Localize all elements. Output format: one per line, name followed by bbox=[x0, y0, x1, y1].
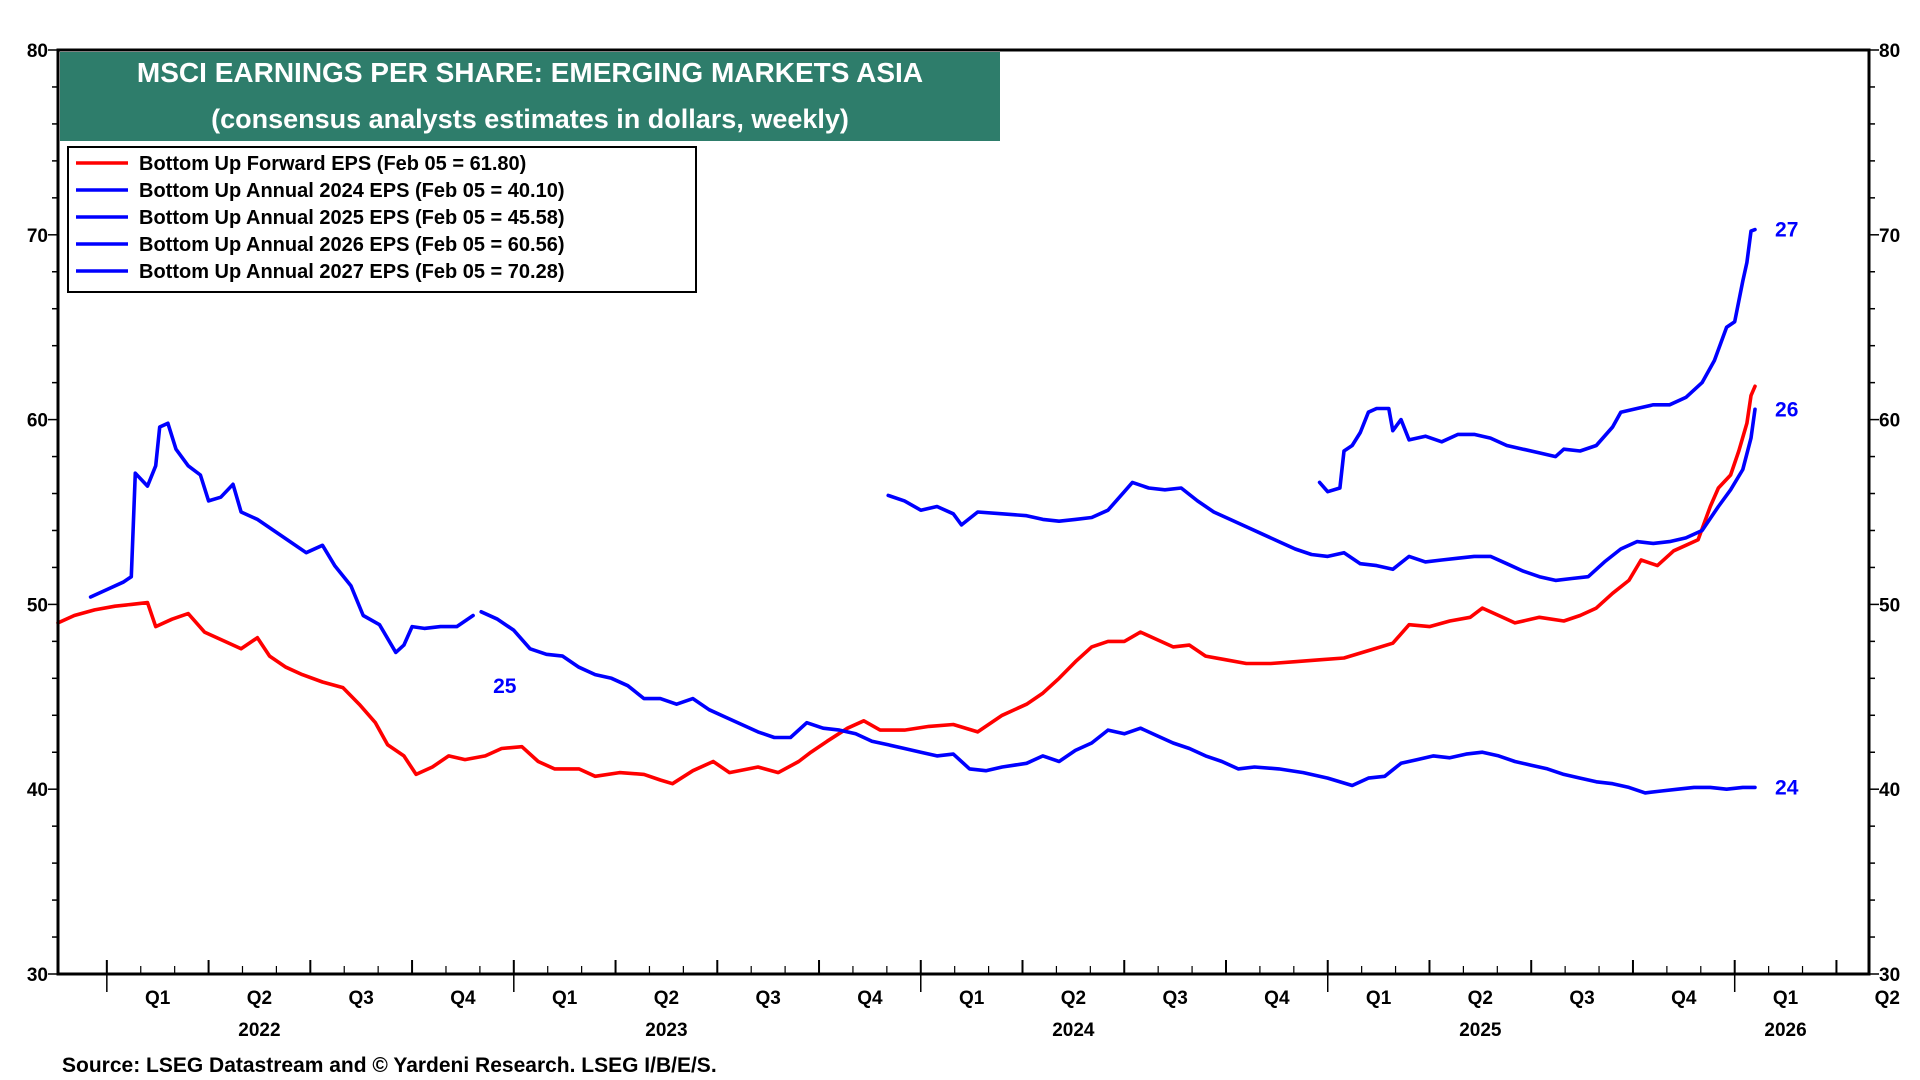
chart-title: MSCI EARNINGS PER SHARE: EMERGING MARKET… bbox=[137, 57, 923, 88]
legend: Bottom Up Forward EPS (Feb 05 = 61.80) Bo… bbox=[67, 146, 697, 293]
x-quarter-label: Q4 bbox=[1264, 988, 1290, 1009]
y-tick-label-left: 50 bbox=[27, 595, 48, 616]
source-note: Source: LSEG Datastream and © Yardeni Re… bbox=[62, 1054, 717, 1077]
series-line-2 bbox=[479, 609, 1757, 795]
x-year-label: 2022 bbox=[238, 1020, 280, 1041]
title-box: MSCI EARNINGS PER SHARE: EMERGING MARKET… bbox=[60, 52, 1000, 141]
x-quarter-label: Q1 bbox=[145, 988, 171, 1009]
plot-frame bbox=[56, 48, 1871, 976]
legend-box bbox=[67, 146, 697, 293]
y-tick-label-right: 30 bbox=[1879, 965, 1900, 986]
x-quarter-label: Q4 bbox=[857, 988, 883, 1009]
x-year-label: 2023 bbox=[645, 1020, 687, 1041]
y-tick-label-right: 70 bbox=[1879, 226, 1900, 247]
x-year-label: 2024 bbox=[1052, 1020, 1095, 1041]
title-background bbox=[60, 52, 1000, 141]
x-quarter-label: Q3 bbox=[1162, 988, 1187, 1009]
series-end-label: 25 bbox=[493, 675, 517, 698]
y-tick-label-left: 80 bbox=[27, 41, 48, 62]
legend-label: Bottom Up Annual 2024 EPS (Feb 05 = 40.1… bbox=[139, 180, 565, 202]
legend-label: Bottom Up Annual 2025 EPS (Feb 05 = 45.5… bbox=[139, 207, 565, 229]
x-quarter-label: Q2 bbox=[1468, 988, 1493, 1009]
x-quarter-label: Q3 bbox=[755, 988, 780, 1009]
series-line-5 bbox=[88, 421, 475, 655]
y-tick-label-right: 40 bbox=[1879, 780, 1900, 801]
x-quarter-label: Q1 bbox=[1366, 988, 1392, 1009]
ticks-layer: 30 30 40 40 50 50 60 60 70 70 80 80 Q1 Q2 Q3 Q4 Q1 Q2 Q3 Q4… bbox=[27, 41, 1900, 1041]
x-quarter-label: Q1 bbox=[1773, 988, 1799, 1009]
series-end-label: 24 bbox=[1775, 776, 1799, 799]
legend-label: Bottom Up Forward EPS (Feb 05 = 61.80) bbox=[139, 153, 526, 175]
series-layer: 24 26 27 25 bbox=[56, 219, 1799, 799]
y-tick-label-left: 40 bbox=[27, 780, 48, 801]
chart-subtitle: (consensus analysts estimates in dollars… bbox=[211, 104, 849, 134]
x-quarter-label: Q3 bbox=[1569, 988, 1594, 1009]
series-line-1 bbox=[56, 384, 1757, 786]
x-quarter-label: Q4 bbox=[450, 988, 476, 1009]
y-tick-label-right: 80 bbox=[1879, 41, 1900, 62]
y-tick-label-left: 60 bbox=[27, 411, 48, 432]
series-line-4 bbox=[1317, 227, 1757, 494]
x-quarter-label: Q2 bbox=[1061, 988, 1086, 1009]
y-tick-label-right: 50 bbox=[1879, 595, 1900, 616]
series-end-label: 26 bbox=[1775, 398, 1798, 421]
x-quarter-label: Q1 bbox=[959, 988, 985, 1009]
x-quarter-label: Q3 bbox=[349, 988, 374, 1009]
y-tick-label-left: 30 bbox=[27, 965, 48, 986]
x-quarter-label: Q2 bbox=[654, 988, 679, 1009]
x-year-label: 2026 bbox=[1764, 1020, 1806, 1041]
x-quarter-label: Q2 bbox=[1875, 988, 1900, 1009]
y-tick-label-left: 70 bbox=[27, 226, 48, 247]
legend-items: Bottom Up Forward EPS (Feb 05 = 61.80) Bo… bbox=[76, 153, 565, 283]
legend-label: Bottom Up Annual 2027 EPS (Feb 05 = 70.2… bbox=[139, 261, 565, 283]
y-tick-label-right: 60 bbox=[1879, 411, 1900, 432]
x-quarter-label: Q2 bbox=[247, 988, 272, 1009]
x-quarter-label: Q4 bbox=[1671, 988, 1697, 1009]
legend-label: Bottom Up Annual 2026 EPS (Feb 05 = 60.5… bbox=[139, 234, 565, 256]
series-line-3 bbox=[886, 407, 1757, 583]
x-quarter-label: Q1 bbox=[552, 988, 578, 1009]
x-year-label: 2025 bbox=[1459, 1020, 1502, 1041]
series-end-label: 27 bbox=[1775, 219, 1798, 242]
